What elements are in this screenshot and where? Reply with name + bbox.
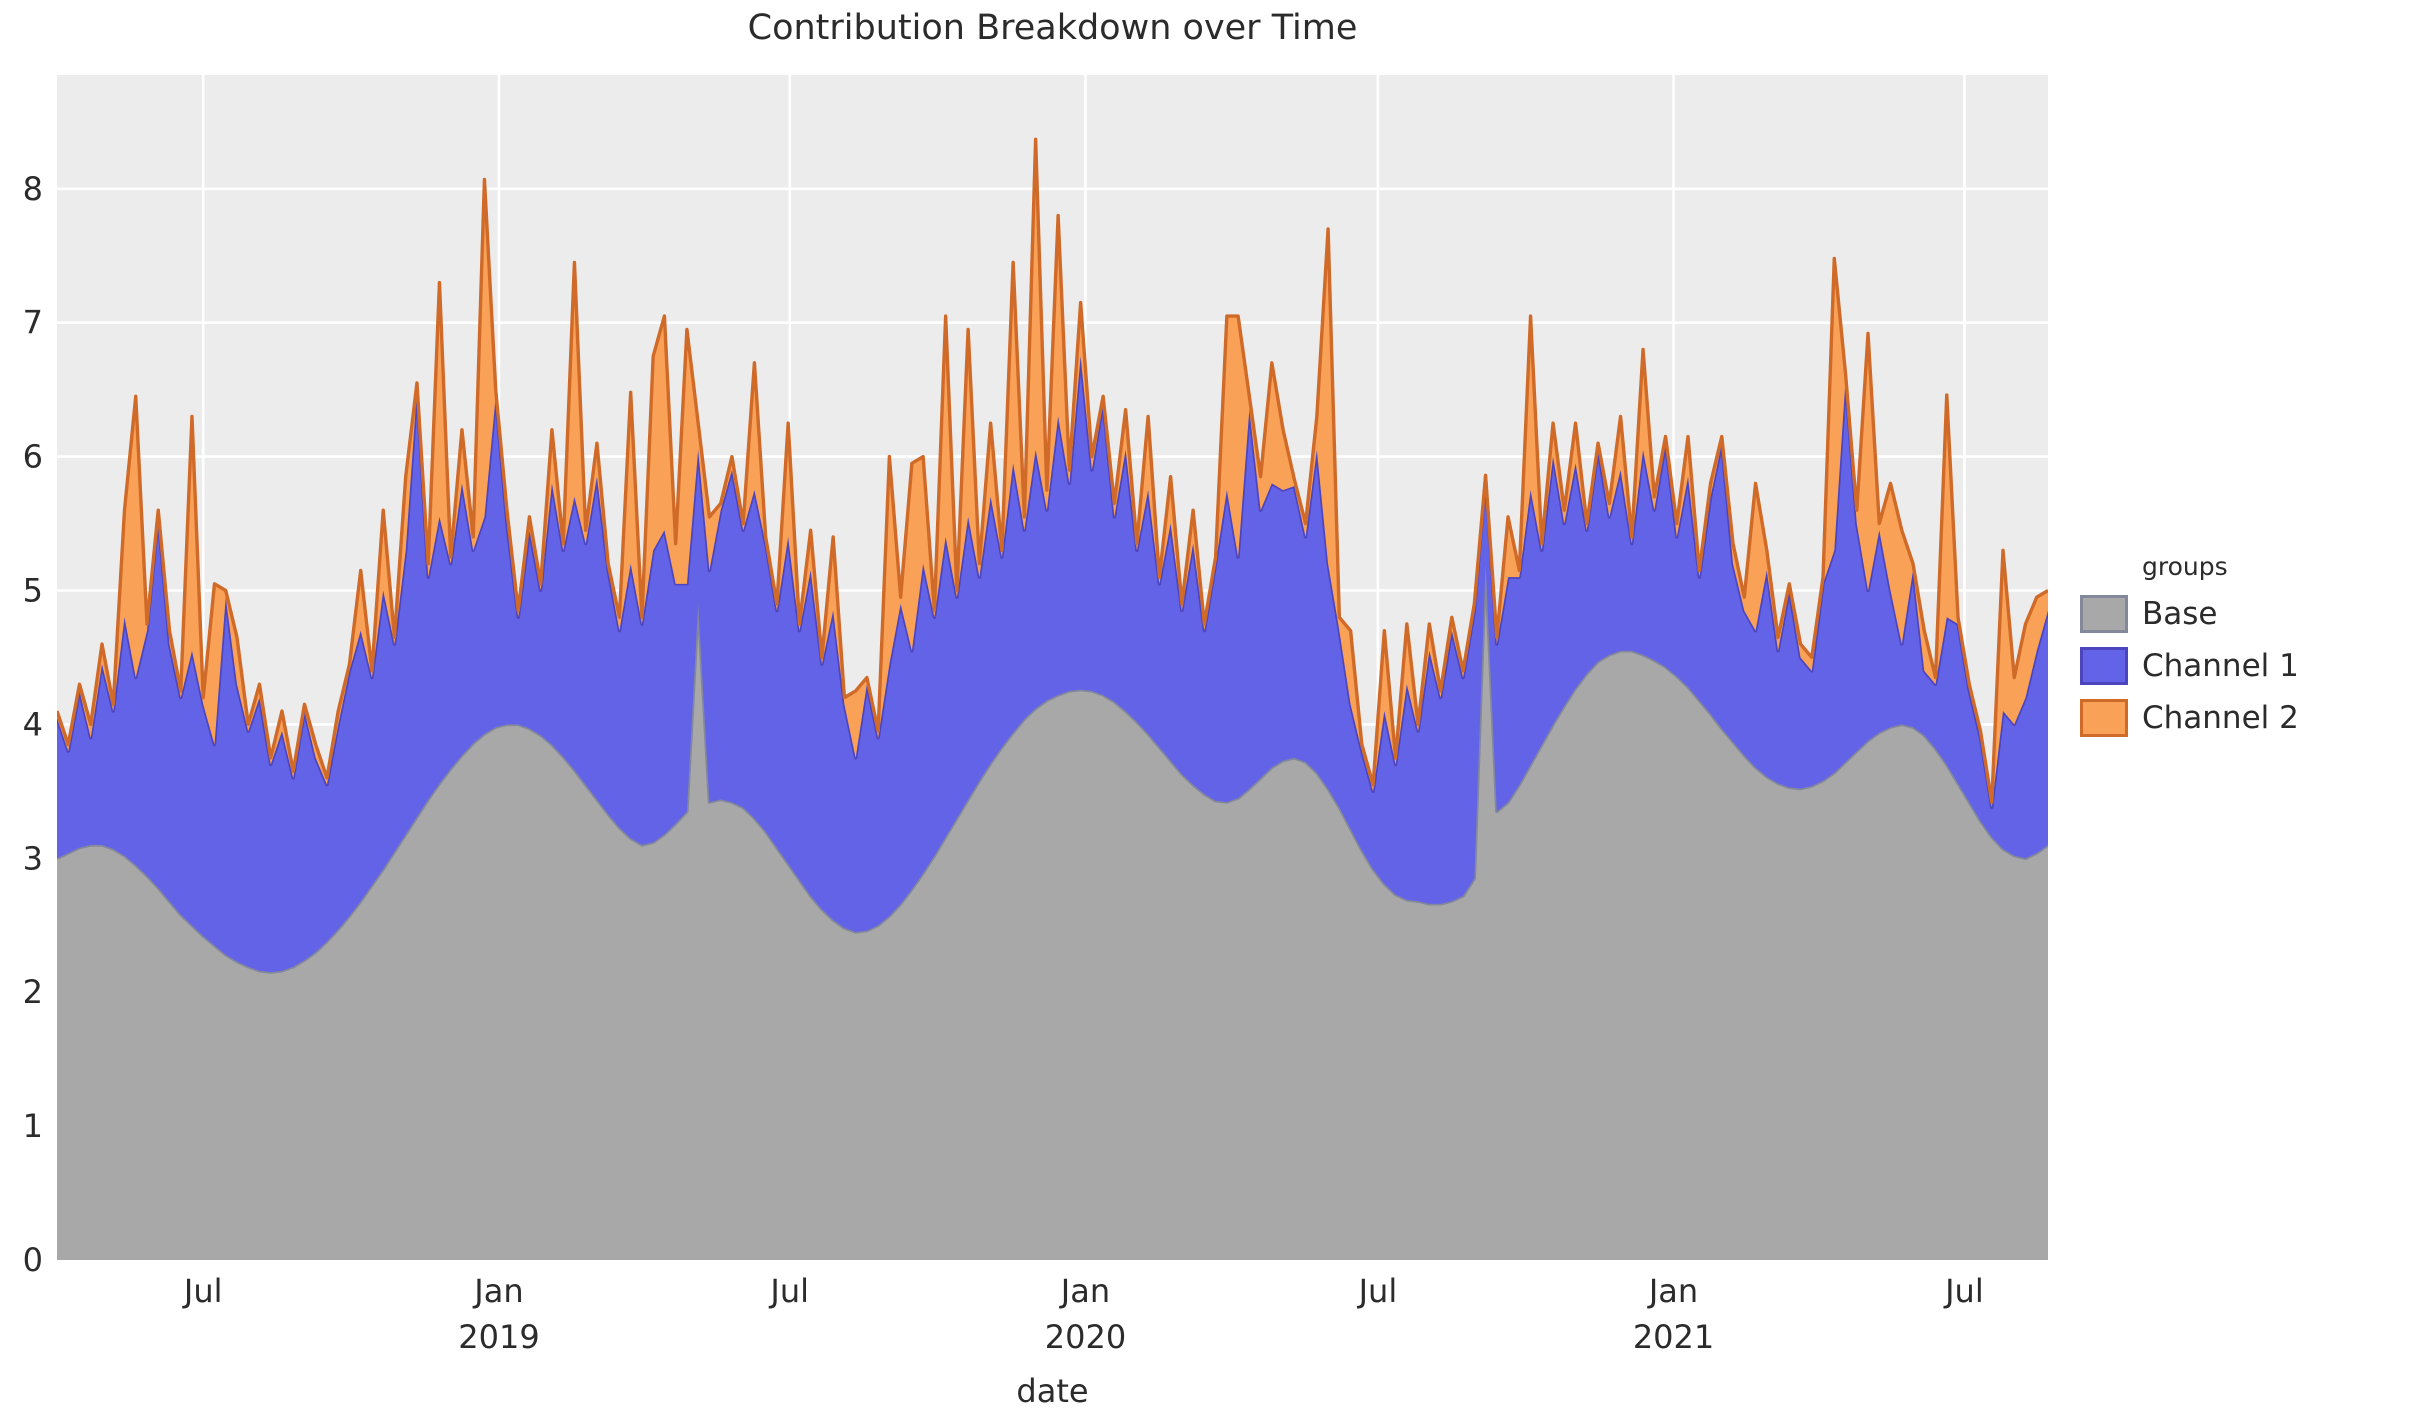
legend-title: groups — [2142, 552, 2228, 581]
y-tick-label: 3 — [23, 839, 43, 877]
x-tick-label: Jan — [1059, 1272, 1110, 1310]
y-tick-label: 8 — [23, 170, 43, 208]
x-tick-label: Jul — [1943, 1272, 1984, 1310]
legend-label: Channel 1 — [2142, 648, 2299, 684]
x-tick-label: Jan — [1647, 1272, 1698, 1310]
channel-1-swatch-icon — [2080, 647, 2128, 685]
x-tick-label: Jul — [182, 1272, 223, 1310]
y-tick-label: 0 — [23, 1241, 43, 1279]
x-tick-label: Jul — [1357, 1272, 1398, 1310]
legend-label: Base — [2142, 596, 2218, 632]
y-tick-label: 7 — [23, 304, 43, 342]
legend-item-base: Base — [2080, 595, 2299, 633]
y-tick-label: 5 — [23, 572, 43, 610]
legend-item-channel-2: Channel 2 — [2080, 699, 2299, 737]
x-tick-year-label: 2021 — [1633, 1318, 1714, 1356]
legend-item-channel-1: Channel 1 — [2080, 647, 2299, 685]
base-swatch-icon — [2080, 595, 2128, 633]
y-tick-label: 6 — [23, 438, 43, 476]
y-tick-label: 2 — [23, 973, 43, 1011]
x-tick-year-label: 2019 — [458, 1318, 539, 1356]
legend-label: Channel 2 — [2142, 700, 2299, 736]
channel-2-swatch-icon — [2080, 699, 2128, 737]
chart-title: Contribution Breakdown over Time — [747, 8, 1358, 48]
x-tick-year-label: 2020 — [1045, 1318, 1126, 1356]
x-tick-label: Jul — [768, 1272, 809, 1310]
x-tick-label: Jan — [472, 1272, 523, 1310]
y-tick-label: 1 — [23, 1107, 43, 1145]
x-axis-title: date — [1016, 1372, 1089, 1410]
y-tick-label: 4 — [23, 705, 43, 743]
legend: groups Base Channel 1 Channel 2 — [2080, 552, 2299, 751]
